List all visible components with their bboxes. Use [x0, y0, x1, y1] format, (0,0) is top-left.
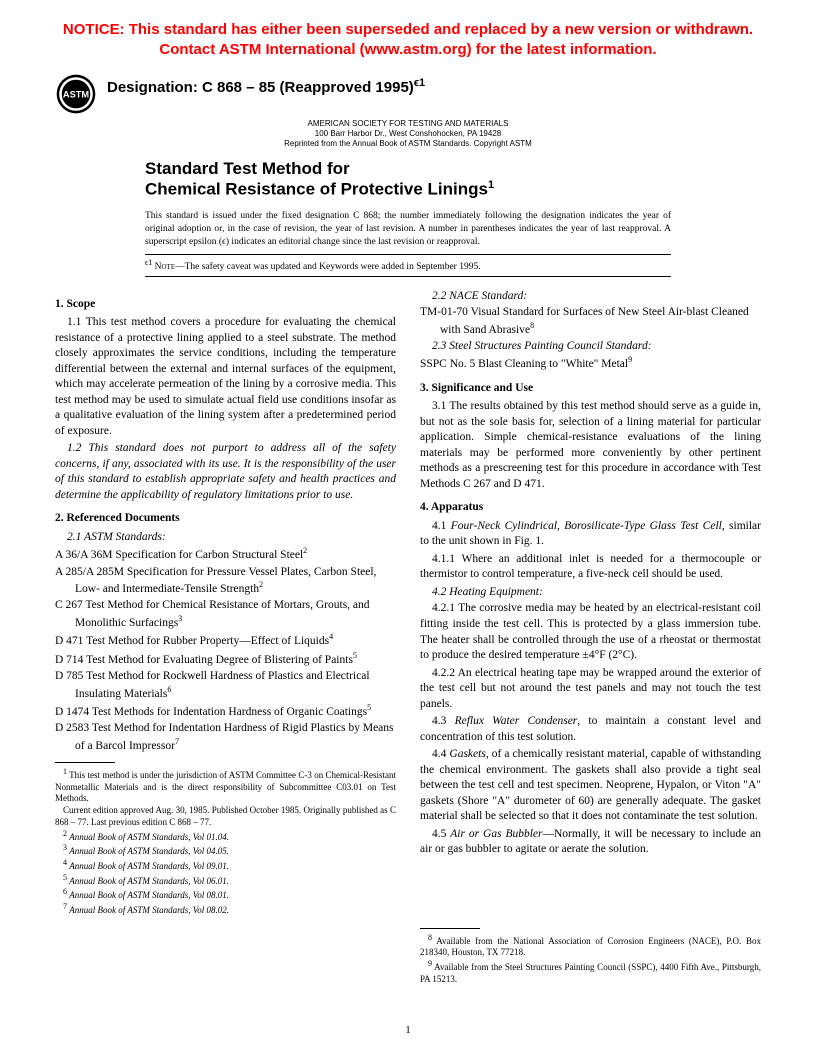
fn-text: Annual Book of ASTM Standards, Vol 04.05… [69, 846, 229, 856]
ref-item: C 267 Test Method for Chemical Resistanc… [55, 598, 396, 631]
designation-sup: ϵ1 [414, 77, 425, 89]
header-row: ASTM Designation: C 868 – 85 (Reapproved… [55, 73, 761, 115]
fn-text: Annual Book of ASTM Standards, Vol 09.01… [69, 861, 229, 871]
ref-text: A 285/A 285M Specification for Pressure … [55, 566, 376, 595]
p-4-2: 4.2 Heating Equipment: [420, 585, 761, 601]
footnote-4: 4 Annual Book of ASTM Standards, Vol 09.… [55, 858, 396, 873]
ref-text: D 785 Test Method for Rockwell Hardness … [55, 670, 370, 699]
footnote-6: 6 Annual Book of ASTM Standards, Vol 08.… [55, 887, 396, 902]
ref-item: A 285/A 285M Specification for Pressure … [55, 565, 396, 598]
p-4-1-1: 4.1.1 Where an additional inlet is neede… [420, 552, 761, 583]
title-sup: 1 [488, 179, 494, 191]
ref-sup: 9 [628, 355, 632, 364]
ref-text: D 2583 Test Method for Indentation Hardn… [55, 722, 394, 751]
designation-text: Designation: C 868 – 85 (Reapproved 1995… [107, 79, 414, 96]
society-block: AMERICAN SOCIETY FOR TESTING AND MATERIA… [55, 119, 761, 149]
ref-sup: 2 [259, 580, 263, 589]
ref-sup: 5 [353, 651, 357, 660]
footnote-5: 5 Annual Book of ASTM Standards, Vol 06.… [55, 873, 396, 888]
svg-text:ASTM: ASTM [63, 89, 89, 99]
astm-logo: ASTM [55, 73, 97, 115]
p-4-2-2: 4.2.2 An electrical heating tape may be … [420, 666, 761, 713]
ref-sup: 6 [167, 685, 171, 694]
ref-item: D 1474 Test Methods for Indentation Hard… [55, 703, 396, 720]
p-4-2-1: 4.2.1 The corrosive media may be heated … [420, 601, 761, 663]
ref-sup: 5 [367, 703, 371, 712]
sec3-head: 3. Significance and Use [420, 381, 761, 397]
eps-text: —The safety caveat was updated and Keywo… [175, 263, 480, 273]
society-l3: Reprinted from the Annual Book of ASTM S… [55, 139, 761, 149]
epsilon-note: ϵ1 Note—The safety caveat was updated an… [145, 254, 671, 276]
fn-text: Annual Book of ASTM Standards, Vol 06.01… [69, 876, 229, 886]
ref-text: A 36/A 36M Specification for Carbon Stru… [55, 549, 303, 561]
notice-banner: NOTICE: This standard has either been su… [55, 20, 761, 61]
right-column: 2.2 NACE Standard: TM-01-70 Visual Stand… [420, 289, 761, 986]
footnote-rule [55, 762, 115, 763]
title-l2: Chemical Resistance of Protective Lining… [145, 179, 761, 200]
ref-item: D 714 Test Method for Evaluating Degree … [55, 651, 396, 668]
p-1-1: 1.1 This test method covers a procedure … [55, 315, 396, 439]
footnote-1a: 1 This test method is under the jurisdic… [55, 767, 396, 805]
sec4-head: 4. Apparatus [420, 500, 761, 516]
footnote-7: 7 Annual Book of ASTM Standards, Vol 08.… [55, 902, 396, 917]
ref-item: A 36/A 36M Specification for Carbon Stru… [55, 546, 396, 563]
fn-text: Annual Book of ASTM Standards, Vol 01.04… [69, 832, 229, 842]
ref-sup: 3 [178, 614, 182, 623]
two-column-body: 1. Scope 1.1 This test method covers a p… [55, 289, 761, 986]
footnote-rule-r [420, 928, 480, 929]
fn-text: Available from the Steel Structures Pain… [420, 962, 761, 984]
p-3-1: 3.1 The results obtained by this test me… [420, 399, 761, 492]
p-2-2: 2.2 NACE Standard: [420, 289, 761, 305]
ref-sup: 4 [329, 632, 333, 641]
fn-text: Annual Book of ASTM Standards, Vol 08.01… [69, 890, 229, 900]
fn-text: This test method is under the jurisdicti… [55, 770, 396, 803]
ref-text: D 714 Test Method for Evaluating Degree … [55, 654, 353, 666]
footnote-8: 8 Available from the National Associatio… [420, 933, 761, 959]
sec2-head: 2. Referenced Documents [55, 511, 396, 527]
ref-text: TM-01-70 Visual Standard for Surfaces of… [420, 306, 749, 335]
ref-sup: 2 [303, 546, 307, 555]
ref-item: TM-01-70 Visual Standard for Surfaces of… [420, 305, 761, 338]
ref-sup: 7 [175, 737, 179, 746]
p-4-3: 4.3 Reflux Water Condenser, to maintain … [420, 714, 761, 745]
title-l2-text: Chemical Resistance of Protective Lining… [145, 180, 488, 199]
fn-text: Annual Book of ASTM Standards, Vol 08.02… [69, 905, 229, 915]
footnote-2: 2 Annual Book of ASTM Standards, Vol 01.… [55, 829, 396, 844]
ref-text: D 471 Test Method for Rubber Property—Ef… [55, 635, 329, 647]
title-block: Standard Test Method for Chemical Resist… [145, 159, 761, 200]
p-1-2: 1.2 This standard does not purport to ad… [55, 441, 396, 503]
p-4-4: 4.4 Gaskets, of a chemically resistant m… [420, 747, 761, 825]
p-4-5: 4.5 Air or Gas Bubbler—Normally, it will… [420, 827, 761, 858]
footnote-3: 3 Annual Book of ASTM Standards, Vol 04.… [55, 843, 396, 858]
intro-text: This standard is issued under the fixed … [145, 210, 671, 248]
page-number: 1 [0, 1024, 816, 1036]
footnote-9: 9 Available from the Steel Structures Pa… [420, 959, 761, 985]
ref-item: D 2583 Test Method for Indentation Hardn… [55, 721, 396, 754]
p-2-1: 2.1 ASTM Standards: [55, 530, 396, 546]
ref-text: SSPC No. 5 Blast Cleaning to "White" Met… [420, 358, 628, 370]
ref-text: C 267 Test Method for Chemical Resistanc… [55, 599, 370, 628]
p-4-1: 4.1 Four-Neck Cylindrical, Borosilicate-… [420, 519, 761, 550]
left-column: 1. Scope 1.1 This test method covers a p… [55, 289, 396, 986]
eps-label: Note [152, 263, 175, 273]
society-l2: 100 Barr Harbor Dr., West Conshohocken, … [55, 129, 761, 139]
sec1-head: 1. Scope [55, 297, 396, 313]
title-l1: Standard Test Method for [145, 159, 761, 179]
ref-text: D 1474 Test Methods for Indentation Hard… [55, 706, 367, 718]
ref-item: D 785 Test Method for Rockwell Hardness … [55, 669, 396, 702]
footnote-1b: Current edition approved Aug. 30, 1985. … [55, 805, 396, 828]
p-2-3: 2.3 Steel Structures Painting Council St… [420, 339, 761, 355]
ref-sup: 8 [530, 321, 534, 330]
ref-item: D 471 Test Method for Rubber Property—Ef… [55, 632, 396, 649]
fn-text: Available from the National Association … [420, 936, 761, 958]
designation: Designation: C 868 – 85 (Reapproved 1995… [107, 77, 761, 96]
ref-item: SSPC No. 5 Blast Cleaning to "White" Met… [420, 355, 761, 372]
society-l1: AMERICAN SOCIETY FOR TESTING AND MATERIA… [55, 119, 761, 129]
